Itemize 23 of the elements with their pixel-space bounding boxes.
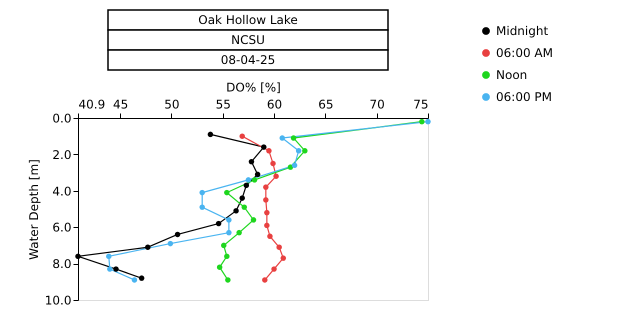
y-tick-label: 8.0 [52,257,72,272]
legend-label: Midnight [496,24,548,38]
x-tick-label: 55 [216,98,231,112]
y-tick-label: 6.0 [52,220,72,235]
x-tick-label: 50 [164,98,180,112]
x-axis-title: DO% [%] [226,80,281,94]
legend-label: 06:00 AM [496,46,553,60]
chart-subtitle: NCSU [231,33,265,47]
x-tick-label: 45 [112,98,128,112]
x-tick-label: 70 [370,98,385,112]
x-tick-label: 60 [266,98,282,112]
x-tick-label: 40.9 [78,98,106,112]
y-tick-label: 2.0 [52,148,72,162]
y-tick-label: 10.0 [44,294,72,308]
legend-label: Noon [496,68,528,82]
x-tick-label: 75 [413,98,428,112]
y-axis-title: Water Depth [m] [26,159,41,260]
text: 08-04-25 [220,53,276,67]
chart-title: Oak Hollow Lake [198,13,298,27]
y-tick-label: 4.0 [52,184,72,198]
x-tick-label: 65 [318,98,334,112]
y-tick-label: 0.0 [52,112,72,126]
legend-label: 06:00 PM [496,90,552,104]
